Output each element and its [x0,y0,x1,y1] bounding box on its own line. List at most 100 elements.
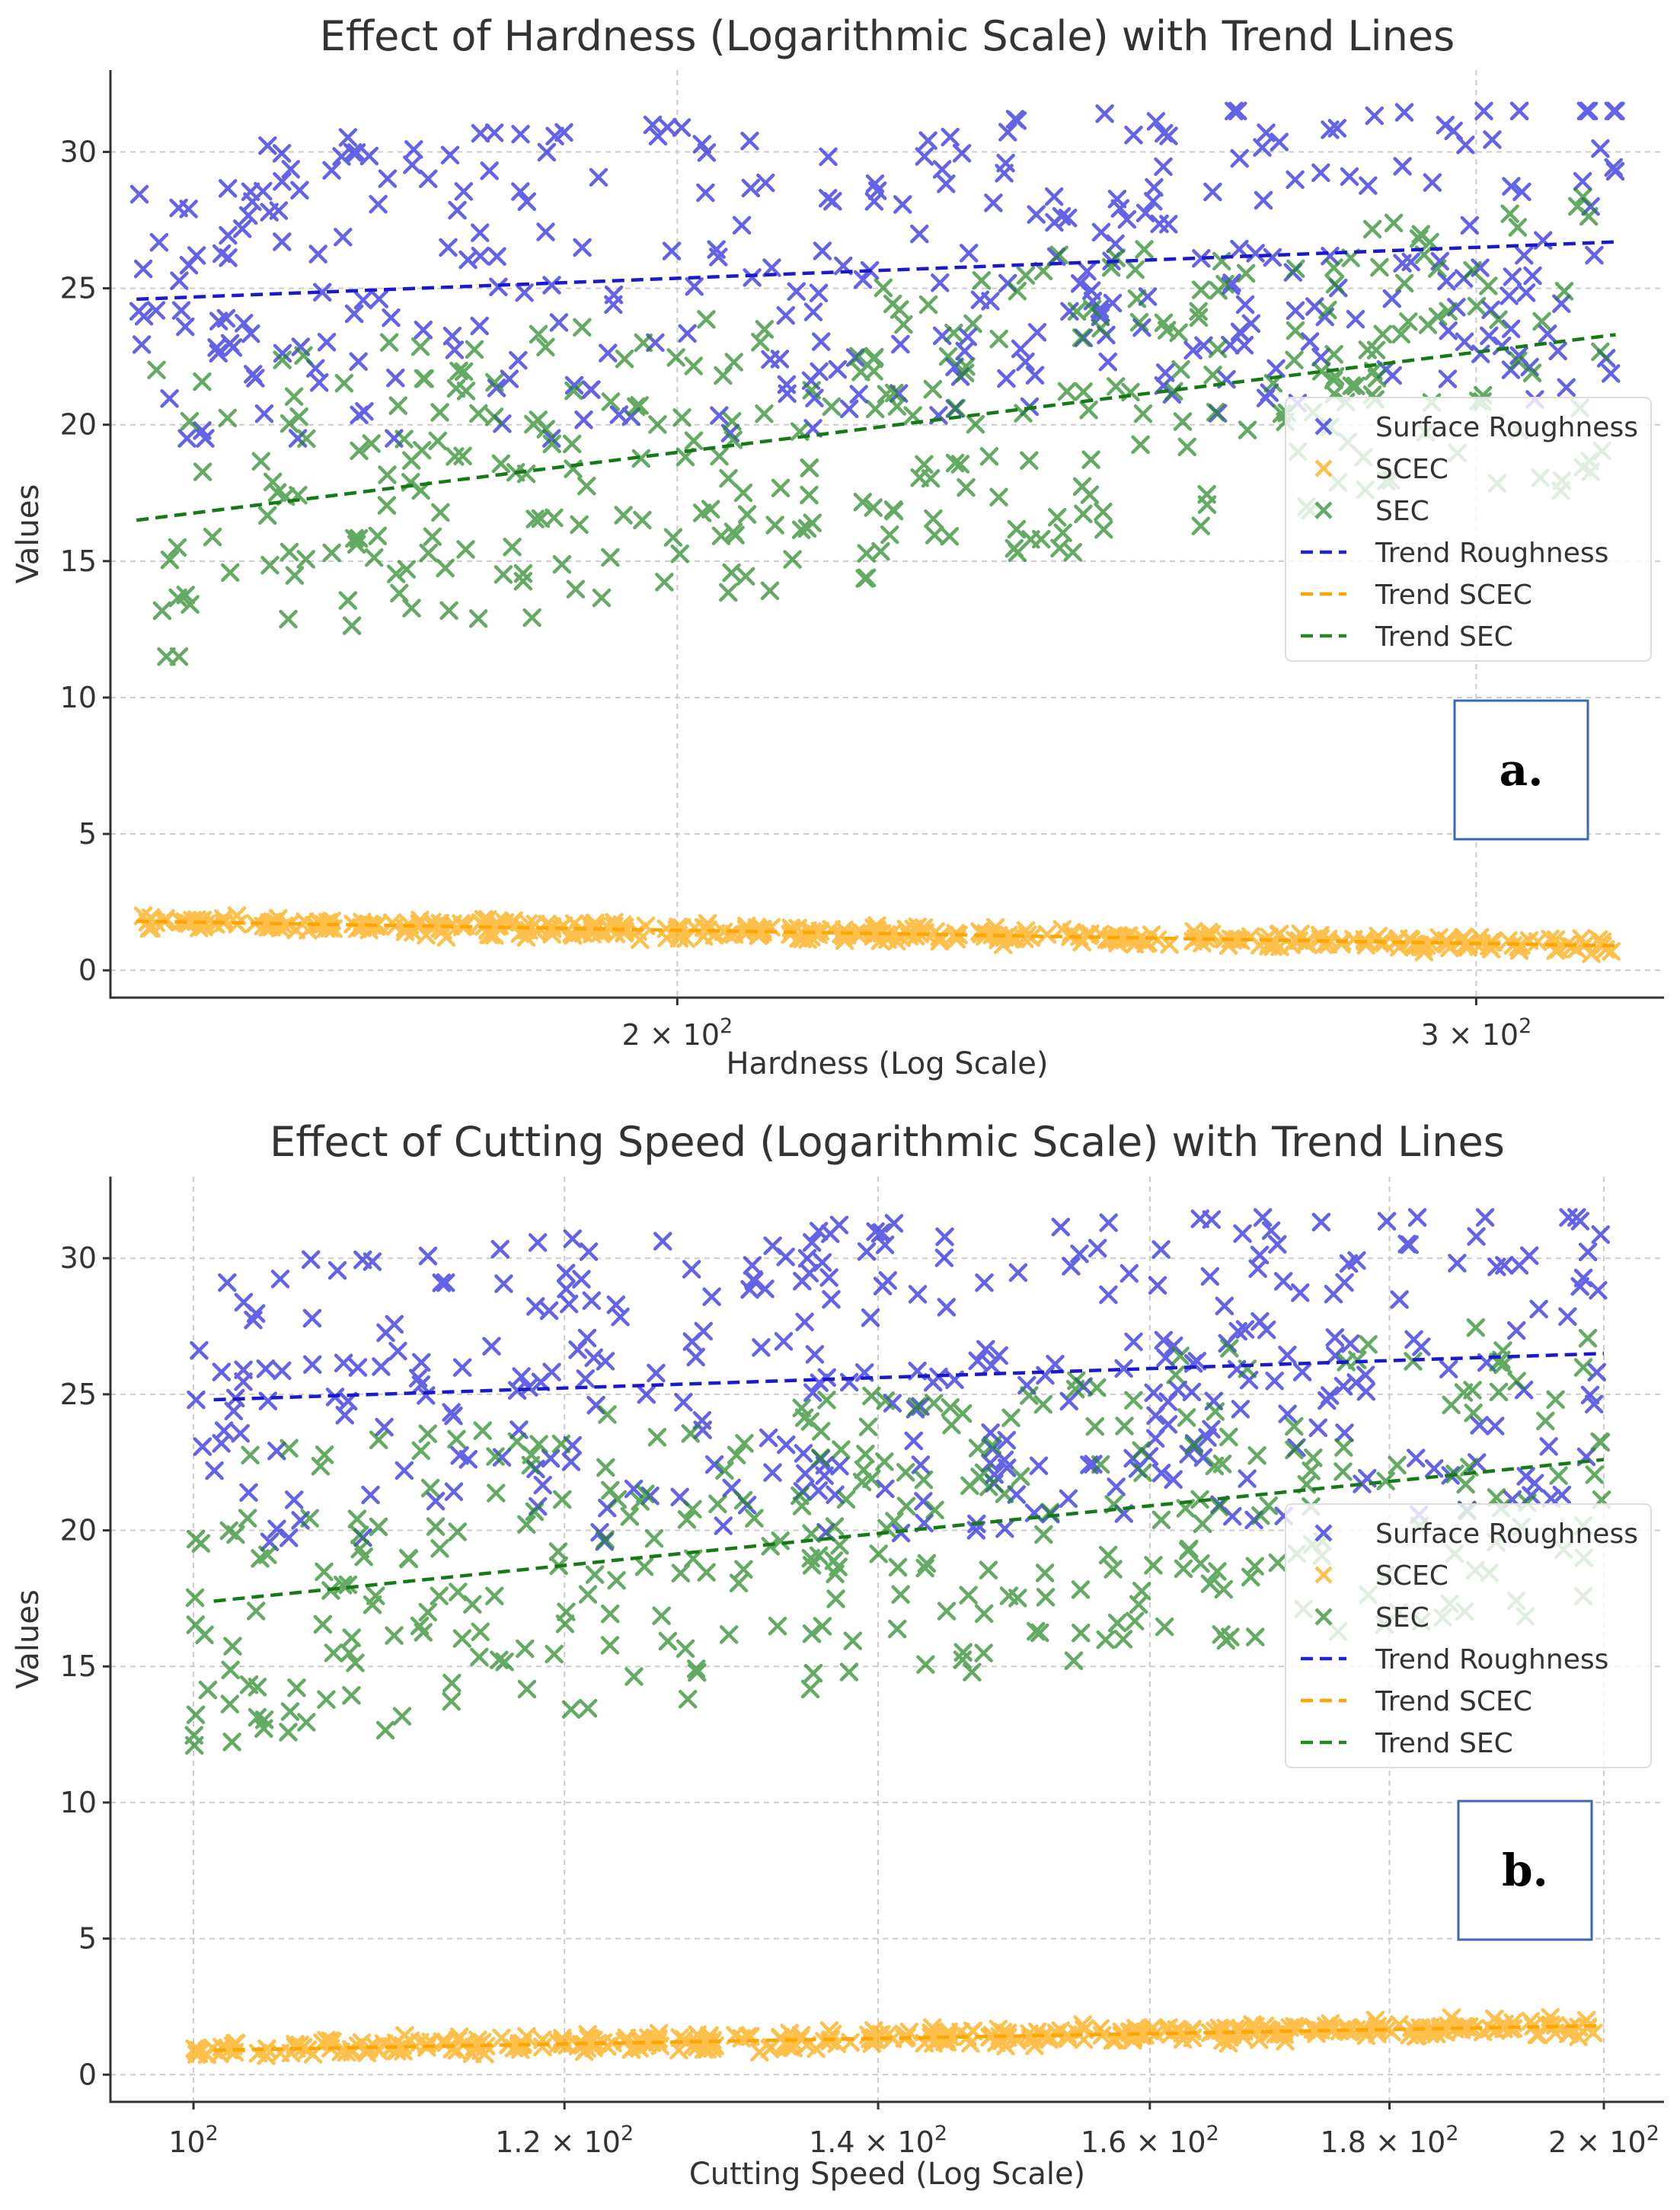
x-tick-base: 3 × 10 [1421,1018,1519,1052]
point-marker [548,1542,568,1561]
point-marker [941,127,960,147]
point-marker [1209,281,1228,300]
point-marker [790,1486,810,1506]
point-marker [652,1606,671,1625]
legend-label: SCEC [1375,1560,1448,1592]
point-marker [737,505,757,524]
point-marker [234,1372,253,1391]
point-marker [678,324,697,343]
x-tick-label: 3 × 102 [1421,1014,1532,1052]
point-marker [1230,239,1249,259]
point-marker [539,1301,559,1321]
point-marker [1578,1329,1598,1348]
point-marker [647,1363,666,1383]
point-marker [279,414,299,433]
point-marker [735,1434,754,1453]
point-marker [596,1530,615,1549]
point-marker [309,373,329,392]
point-marker [397,560,417,579]
point-marker [1265,1372,1284,1391]
point-marker [1438,369,1458,388]
point-marker [186,1615,206,1634]
y-ticks: 0 5 10 15 20 25 30 [60,135,110,987]
point-marker [279,1528,299,1547]
point-marker [849,385,868,404]
point-marker [1083,299,1102,318]
point-marker [1410,935,1429,955]
point-marker [1189,302,1208,321]
point-marker [448,200,467,220]
point-marker [187,2042,206,2061]
point-marker [996,153,1015,173]
point-marker [888,1557,908,1577]
point-marker [1151,1464,1171,1483]
point-marker [342,1628,362,1647]
point-marker [715,1461,734,1480]
point-marker [559,1295,579,1314]
point-marker [682,1260,701,1279]
x-tick-base: 1.4 × 10 [809,2125,934,2159]
point-marker [637,1384,656,1404]
point-marker [676,1639,695,1659]
x-axis-label: Cutting Speed (Log Scale) [689,2157,1085,2192]
point-marker [1268,1553,1288,1573]
point-marker [584,1348,603,1368]
point-marker [1467,1227,1486,1246]
point-marker [493,565,513,584]
point-marker [1059,1489,1078,1509]
point-marker [332,147,351,166]
point-marker [797,1249,817,1268]
point-marker [521,1455,541,1475]
point-marker [681,1424,701,1443]
point-marker [308,244,327,263]
point-marker [1285,350,1304,370]
point-marker [574,410,593,430]
point-marker [1558,1307,1577,1327]
point-marker [426,1517,446,1536]
point-marker [294,346,313,366]
point-marker [470,1647,489,1667]
point-marker [346,1653,365,1672]
point-marker [1455,332,1474,352]
point-marker [334,1353,353,1373]
point-marker [953,1650,973,1669]
axis-spines [109,70,1664,999]
point-marker [932,160,952,179]
point-marker [1501,319,1521,339]
legend-marker [1314,1524,1333,1542]
point-marker [710,446,729,466]
point-marker [1437,931,1456,950]
point-marker [480,161,499,180]
point-marker [853,493,873,512]
point-marker [1098,1545,1118,1565]
point-marker [414,1623,433,1642]
point-marker [1439,1359,1458,1379]
point-marker [1393,254,1412,273]
point-marker [800,485,819,505]
point-marker [674,1393,693,1412]
point-marker [350,405,369,425]
point-marker [193,372,212,391]
point-marker [915,147,934,166]
point-marker [468,609,488,628]
point-marker [1063,542,1083,562]
point-marker [1088,1378,1107,1397]
point-marker [372,1357,391,1376]
point-marker [1333,1462,1353,1481]
point-marker [495,1652,514,1672]
point-marker [340,1643,359,1662]
point-marker [830,1456,849,1476]
point-marker [1164,1336,1183,1356]
point-marker [1311,1212,1331,1232]
point-marker [349,352,368,372]
point-marker [284,1490,304,1509]
point-marker [634,333,653,353]
point-marker [763,1463,782,1482]
point-marker [852,1472,872,1492]
panel-label: a. [1500,744,1544,796]
point-marker [714,1516,733,1535]
point-marker [702,1287,721,1307]
point-marker [1495,1256,1514,1275]
point-marker [186,1529,206,1549]
point-marker [273,350,292,369]
